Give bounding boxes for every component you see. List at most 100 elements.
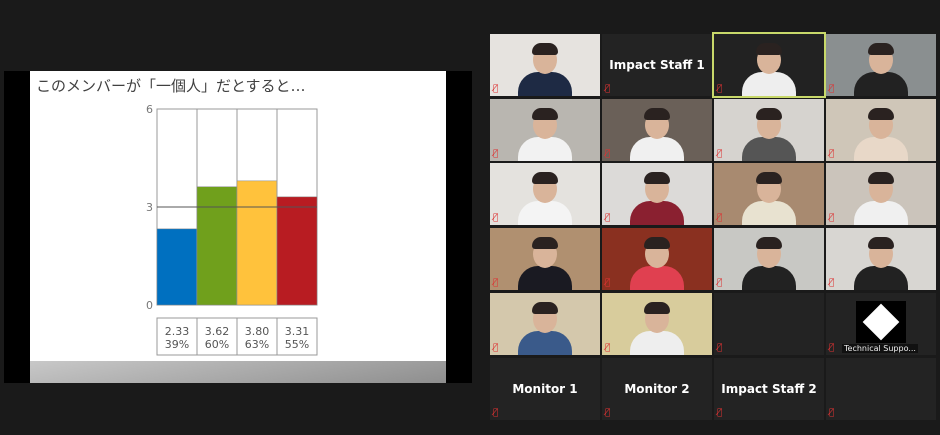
participant-tile[interactable]: 🎙̸	[490, 34, 600, 96]
participant-video	[756, 172, 782, 184]
participant-tile[interactable]: 🎙̸	[490, 163, 600, 225]
value-label: 2.33	[165, 325, 190, 338]
microphone-muted-icon: 🎙̸	[717, 343, 723, 353]
microphone-muted-icon: 🎙̸	[829, 84, 835, 94]
participant-video	[630, 137, 684, 161]
participant-video	[630, 201, 684, 225]
participant-video	[742, 137, 796, 161]
participant-tile[interactable]: 🎙̸	[714, 293, 824, 355]
participant-video	[854, 266, 908, 290]
participant-tile[interactable]: 🎙̸	[826, 34, 936, 96]
slide-footer	[30, 361, 446, 383]
participant-tile[interactable]: 🎙̸	[826, 99, 936, 161]
y-tick-label: 3	[146, 201, 153, 214]
participant-video	[756, 108, 782, 120]
microphone-muted-icon: 🎙̸	[493, 343, 499, 353]
microphone-muted-icon: 🎙̸	[829, 343, 835, 353]
participant-video	[644, 108, 670, 120]
microphone-muted-icon: 🎙̸	[605, 408, 611, 418]
participant-name: Impact Staff 1	[609, 58, 705, 72]
bar	[156, 228, 198, 306]
participant-tile[interactable]: 🎙̸	[714, 163, 824, 225]
participant-name: Monitor 2	[624, 382, 690, 396]
value-label: 3.62	[205, 325, 230, 338]
percent-label: 39%	[165, 338, 189, 351]
participant-video	[742, 201, 796, 225]
microphone-muted-icon: 🎙̸	[717, 408, 723, 418]
participant-tile[interactable]: 🎙̸	[602, 163, 712, 225]
participant-tile[interactable]: 🎙̸	[490, 228, 600, 290]
participant-tile[interactable]: 🎙̸	[826, 358, 936, 420]
value-label: 3.31	[285, 325, 310, 338]
participant-video	[854, 137, 908, 161]
participant-video	[854, 72, 908, 96]
microphone-muted-icon: 🎙̸	[717, 149, 723, 159]
participant-video	[644, 237, 670, 249]
participant-tile[interactable]: 🎙̸	[826, 163, 936, 225]
participant-video	[518, 72, 572, 96]
microphone-muted-icon: 🎙̸	[605, 149, 611, 159]
bar	[236, 180, 278, 306]
participant-tile[interactable]: 🎙̸	[602, 228, 712, 290]
participant-tile[interactable]: 🎙̸	[490, 293, 600, 355]
participant-video	[756, 43, 782, 55]
value-cell	[196, 317, 238, 356]
participant-tile[interactable]: Monitor 1 🎙̸	[490, 358, 600, 420]
participant-tile[interactable]: Impact Staff 1 🎙̸	[602, 34, 712, 96]
participant-name: Technical Suppo...	[842, 344, 918, 353]
participant-video	[644, 172, 670, 184]
participant-tile[interactable]: 🎙̸	[826, 228, 936, 290]
participant-video	[868, 43, 894, 55]
participant-video	[532, 237, 558, 249]
participant-tile[interactable]: 🎙̸	[714, 99, 824, 161]
participant-video	[532, 43, 558, 55]
participant-video	[630, 331, 684, 355]
microphone-muted-icon: 🎙̸	[829, 149, 835, 159]
microphone-muted-icon: 🎙̸	[493, 213, 499, 223]
microphone-muted-icon: 🎙̸	[493, 278, 499, 288]
participant-video	[532, 302, 558, 314]
microphone-muted-icon: 🎙̸	[493, 84, 499, 94]
participant-tile[interactable]: 🎙̸	[712, 32, 826, 98]
microphone-muted-icon: 🎙̸	[829, 213, 835, 223]
participant-tile[interactable]: Impact Staff 2 🎙̸	[714, 358, 824, 420]
participant-tile[interactable]: Technical Suppo... 🎙̸	[826, 293, 936, 355]
slide-title: このメンバーが「一個人」だとすると…	[36, 77, 306, 95]
participant-video	[532, 172, 558, 184]
percent-label: 60%	[205, 338, 229, 351]
participant-tile[interactable]: 🎙̸	[602, 293, 712, 355]
participant-tile[interactable]: 🎙̸	[490, 99, 600, 161]
y-tick-label: 0	[146, 299, 153, 312]
bar	[276, 196, 318, 306]
participant-video	[868, 237, 894, 249]
participant-video	[518, 137, 572, 161]
microphone-muted-icon: 🎙̸	[717, 84, 723, 94]
participant-name: Impact Staff 2	[721, 382, 817, 396]
microphone-muted-icon: 🎙̸	[605, 343, 611, 353]
percent-label: 55%	[285, 338, 309, 351]
microphone-muted-icon: 🎙̸	[493, 408, 499, 418]
participant-video	[644, 302, 670, 314]
participant-video	[868, 108, 894, 120]
participant-tile[interactable]: 🎙̸	[602, 99, 712, 161]
participant-video	[854, 201, 908, 225]
participant-video	[518, 331, 572, 355]
value-cell	[276, 317, 318, 356]
participant-video	[532, 108, 558, 120]
participant-video	[868, 172, 894, 184]
microphone-muted-icon: 🎙̸	[493, 149, 499, 159]
screen-share: このメンバーが「一個人」だとすると… 2.33 39% 3.62 60% 3.80 63%…	[4, 71, 472, 383]
slide: このメンバーが「一個人」だとすると… 2.33 39% 3.62 60% 3.80 63%…	[30, 71, 446, 383]
participant-tile[interactable]: Monitor 2 🎙̸	[602, 358, 712, 420]
percent-label: 63%	[245, 338, 269, 351]
microphone-muted-icon: 🎙̸	[605, 213, 611, 223]
participant-video	[742, 72, 796, 96]
participant-video	[518, 201, 572, 225]
microphone-muted-icon: 🎙̸	[605, 84, 611, 94]
microphone-muted-icon: 🎙̸	[829, 278, 835, 288]
participant-video	[630, 266, 684, 290]
microphone-muted-icon: 🎙̸	[605, 278, 611, 288]
participant-tile[interactable]: 🎙̸	[714, 228, 824, 290]
microphone-muted-icon: 🎙̸	[717, 213, 723, 223]
